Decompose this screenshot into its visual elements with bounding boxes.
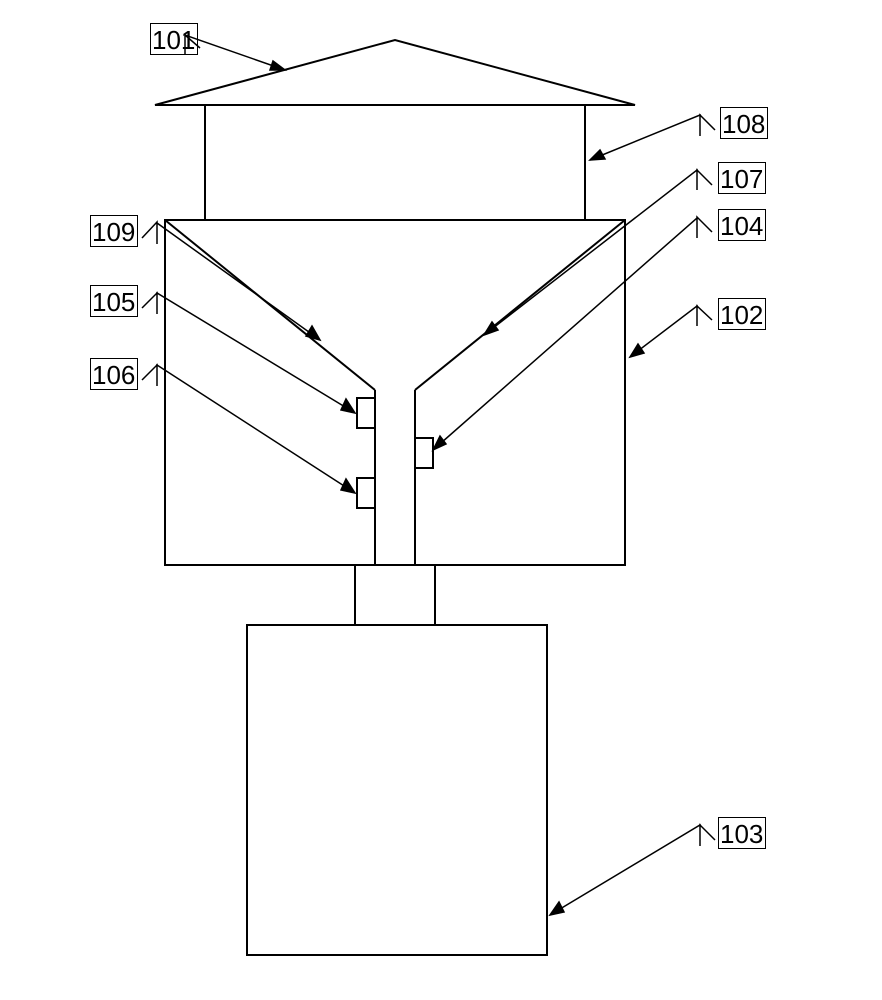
diagram-svg <box>0 0 882 1000</box>
label-107: 107 <box>720 164 763 195</box>
technical-diagram: 101 108 107 104 102 109 105 106 103 <box>0 0 882 1000</box>
label-103: 103 <box>720 819 763 850</box>
label-105: 105 <box>92 287 135 318</box>
funnel-right-line <box>415 220 625 390</box>
main-body-shape <box>165 220 625 565</box>
label-104: 104 <box>720 211 763 242</box>
bottom-box-shape <box>247 625 547 955</box>
upper-cylinder-shape <box>205 105 585 220</box>
label-109: 109 <box>92 217 135 248</box>
connector-shape <box>355 565 435 625</box>
sensor-105-shape <box>357 398 375 428</box>
label-108: 108 <box>722 109 765 140</box>
label-101: 101 <box>152 25 195 56</box>
sensor-106-shape <box>357 478 375 508</box>
sensor-104-shape <box>415 438 433 468</box>
label-102: 102 <box>720 300 763 331</box>
label-106: 106 <box>92 360 135 391</box>
